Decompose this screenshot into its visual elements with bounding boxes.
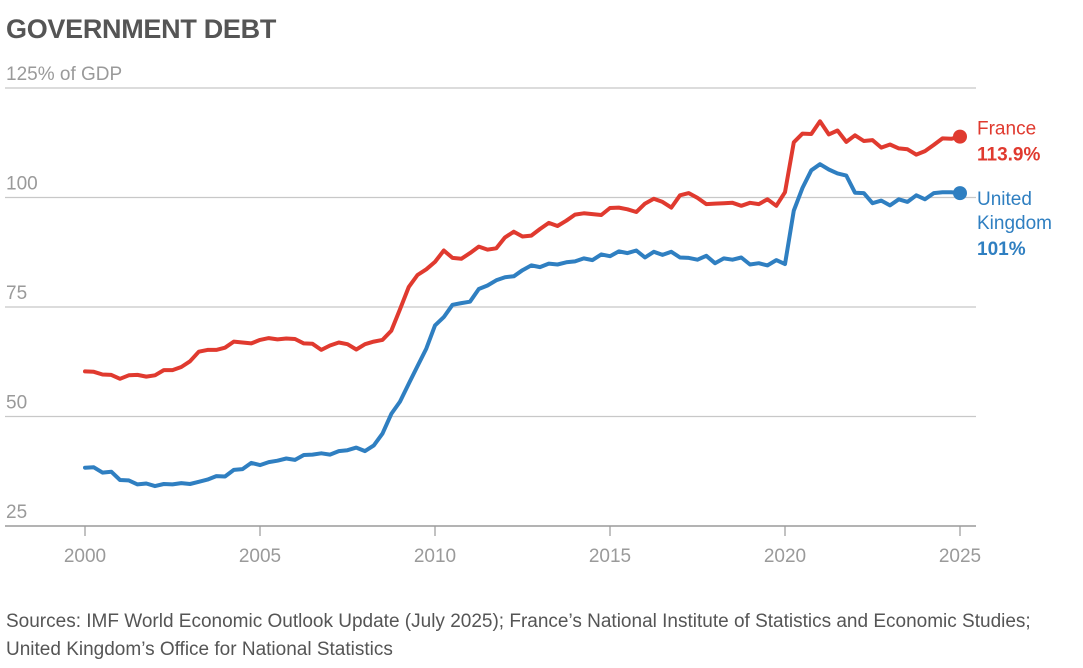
y-axis-tick-labels: 25 50 75 100 125% of GDP — [6, 64, 122, 523]
source-note: Sources: IMF World Economic Outlook Upda… — [6, 611, 1031, 660]
y-tick-label: 125% of GDP — [6, 64, 122, 85]
y-tick-label: 100 — [6, 174, 38, 195]
series-name-text: Kingdom — [977, 213, 1052, 234]
series-end-value: 113.9% — [977, 145, 1040, 166]
series-line-united-kingdom — [83, 162, 962, 489]
y-tick-label: 25 — [6, 502, 27, 523]
series-end-value: 101% — [977, 239, 1026, 260]
x-tick-label: 2020 — [764, 546, 806, 567]
series-end-dot — [953, 186, 967, 201]
series-end-dot — [953, 129, 967, 144]
x-tick-label: 2010 — [414, 546, 456, 567]
gridlines — [5, 87, 976, 527]
series-label-france: France 113.9% — [977, 119, 1040, 166]
series-name-text: France — [977, 119, 1036, 140]
series-label-united-kingdom: United Kingdom 101% — [977, 189, 1052, 260]
x-axis: 2000 2005 2010 2015 2020 2025 — [64, 526, 981, 567]
x-tick-label: 2005 — [239, 546, 281, 567]
series-lines — [83, 119, 967, 489]
line-chart: 25 50 75 100 125% of GDP 2000 2005 2010 2015 202… — [5, 64, 1052, 567]
series-line-france — [83, 119, 962, 381]
series-name-text: United — [977, 189, 1032, 210]
x-tick-label: 2000 — [64, 546, 106, 567]
chart-title: GOVERNMENT DEBT — [6, 14, 277, 44]
series-end-labels: France 113.9% United Kingdom 101% — [977, 119, 1052, 261]
x-tick-label: 2015 — [589, 546, 631, 567]
y-tick-label: 50 — [6, 393, 27, 414]
x-tick-label: 2025 — [939, 546, 981, 567]
y-tick-label: 75 — [6, 283, 27, 304]
